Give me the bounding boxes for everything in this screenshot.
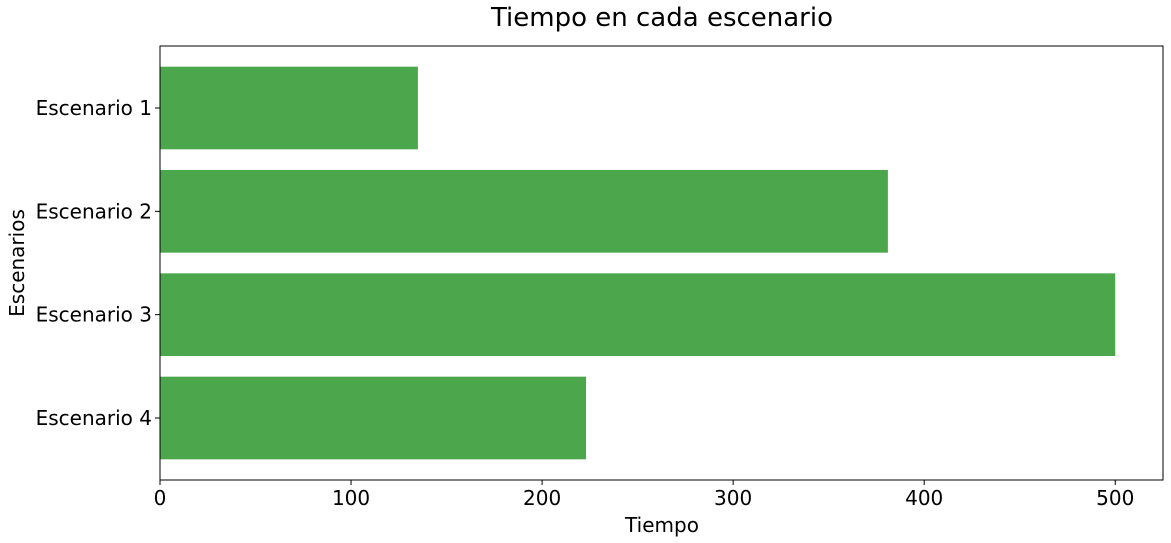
x-ticks: 0 100 200 300 400 500	[154, 480, 1134, 510]
x-tick-label: 200	[523, 486, 561, 510]
bar-4	[160, 376, 587, 460]
x-tick-label: 0	[154, 486, 167, 510]
y-axis-label: Escenarios	[5, 209, 29, 317]
x-tick-label: 500	[1096, 486, 1134, 510]
y-tick-label: Escenario 1	[36, 96, 152, 120]
y-tick-label: Escenario 3	[36, 303, 152, 327]
y-tick-label: Escenario 2	[36, 199, 152, 223]
x-tick-label: 100	[332, 486, 370, 510]
x-tick-label: 400	[905, 486, 943, 510]
y-tick-labels: Escenario 1 Escenario 2 Escenario 3 Escenar…	[36, 96, 160, 430]
chart-title: Tiempo en cada escenario	[490, 3, 833, 33]
y-tick-label: Escenario 4	[36, 406, 152, 430]
x-axis-label: Tiempo	[624, 513, 699, 537]
plot-frame	[159, 45, 1164, 481]
bar-3	[160, 273, 1116, 356]
bar-2	[160, 170, 888, 253]
bars-group	[160, 66, 1116, 460]
bar-1	[160, 66, 418, 150]
x-tick-label: 300	[714, 486, 752, 510]
